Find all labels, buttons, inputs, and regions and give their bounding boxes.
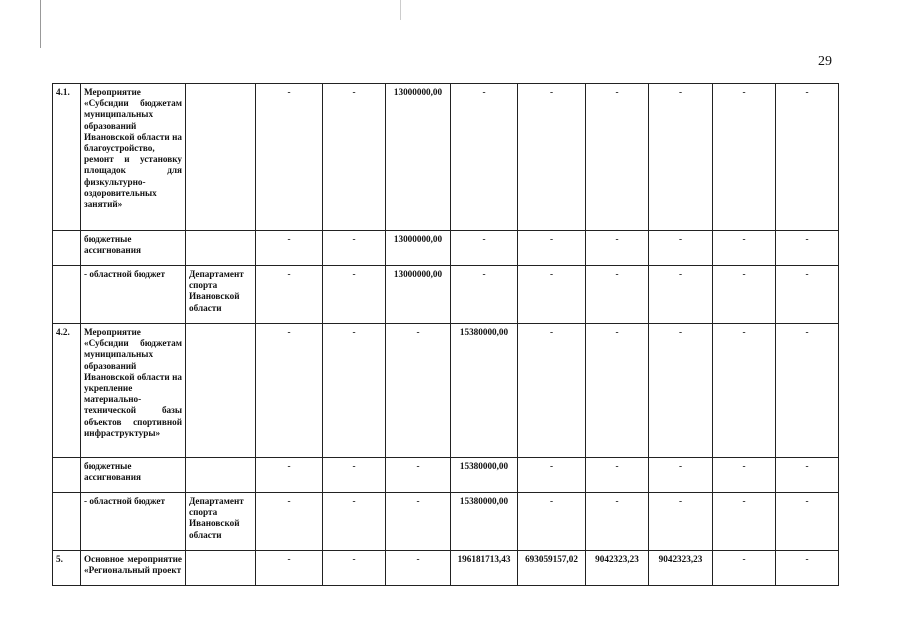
value-cell: - bbox=[322, 550, 386, 586]
value-cell: - bbox=[517, 492, 586, 551]
value-cell: - bbox=[585, 265, 649, 324]
value-cell: 15380000,00 bbox=[450, 323, 518, 458]
scan-mark bbox=[400, 0, 401, 20]
value-cell: - bbox=[648, 323, 713, 458]
value-cell: - bbox=[385, 492, 451, 551]
table-row: - областной бюджет Департамент спорта Ива… bbox=[52, 265, 839, 324]
value-cell: - bbox=[450, 265, 518, 324]
row-name: Мероприятие «Субсидии бюджетам муниципал… bbox=[80, 323, 186, 458]
table-row: 4.1. Мероприятие «Субсидии бюджетам муниц… bbox=[52, 83, 839, 231]
value-cell: 15380000,00 bbox=[450, 457, 518, 493]
value-cell: 9042323,23 bbox=[648, 550, 713, 586]
value-cell: - bbox=[450, 230, 518, 266]
responsible-executor bbox=[185, 457, 256, 493]
value-cell: - bbox=[712, 457, 776, 493]
row-number: 4.1. bbox=[52, 83, 81, 231]
value-cell: - bbox=[385, 550, 451, 586]
value-cell: - bbox=[775, 323, 839, 458]
value-cell: - bbox=[385, 457, 451, 493]
responsible-executor bbox=[185, 550, 256, 586]
responsible-executor: Департамент спорта Ивановской области bbox=[185, 492, 256, 551]
value-cell: - bbox=[648, 457, 713, 493]
value-cell: - bbox=[517, 265, 586, 324]
table-row: 4.2. Мероприятие «Субсидии бюджетам муниц… bbox=[52, 323, 839, 458]
value-cell: - bbox=[585, 457, 649, 493]
responsible-executor bbox=[185, 230, 256, 266]
value-cell: - bbox=[775, 550, 839, 586]
budget-table: 4.1. Мероприятие «Субсидии бюджетам муниц… bbox=[52, 83, 839, 586]
value-cell: - bbox=[712, 265, 776, 324]
value-cell: - bbox=[585, 83, 649, 231]
row-name: - областной бюджет bbox=[80, 492, 186, 551]
row-number bbox=[52, 230, 81, 266]
responsible-executor: Департамент спорта Ивановской области bbox=[185, 265, 256, 324]
value-cell: - bbox=[648, 83, 713, 231]
table-row: 5. Основное мероприятие «Региональный про… bbox=[52, 550, 839, 586]
value-cell: - bbox=[322, 323, 386, 458]
value-cell: - bbox=[648, 230, 713, 266]
value-cell: - bbox=[517, 230, 586, 266]
value-cell: - bbox=[517, 83, 586, 231]
value-cell: 196181713,43 bbox=[450, 550, 518, 586]
value-cell: 13000000,00 bbox=[385, 230, 451, 266]
value-cell: - bbox=[712, 550, 776, 586]
table-row: бюджетные ассигнования - - -15380000,00- - - -… bbox=[52, 457, 839, 493]
row-number bbox=[52, 492, 81, 551]
value-cell: - bbox=[450, 83, 518, 231]
value-cell: - bbox=[255, 323, 323, 458]
value-cell: - bbox=[255, 550, 323, 586]
value-cell: - bbox=[255, 230, 323, 266]
value-cell: - bbox=[585, 230, 649, 266]
value-cell: - bbox=[712, 230, 776, 266]
value-cell: - bbox=[712, 83, 776, 231]
value-cell: - bbox=[517, 323, 586, 458]
value-cell: 13000000,00 bbox=[385, 83, 451, 231]
value-cell: 9042323,23 bbox=[585, 550, 649, 586]
scan-edge bbox=[40, 0, 41, 48]
value-cell: - bbox=[322, 457, 386, 493]
value-cell: - bbox=[775, 230, 839, 266]
value-cell: 693059157,02 bbox=[517, 550, 586, 586]
value-cell: - bbox=[775, 457, 839, 493]
value-cell: - bbox=[255, 457, 323, 493]
row-number: 4.2. bbox=[52, 323, 81, 458]
value-cell: 15380000,00 bbox=[450, 492, 518, 551]
value-cell: - bbox=[255, 83, 323, 231]
value-cell: - bbox=[712, 492, 776, 551]
value-cell: - bbox=[517, 457, 586, 493]
value-cell: - bbox=[322, 230, 386, 266]
responsible-executor bbox=[185, 323, 256, 458]
value-cell: - bbox=[322, 492, 386, 551]
table-row: бюджетные ассигнования - -13000000,00- - - - -… bbox=[52, 230, 839, 266]
row-number bbox=[52, 457, 81, 493]
value-cell: - bbox=[775, 492, 839, 551]
value-cell: - bbox=[775, 265, 839, 324]
row-number: 5. bbox=[52, 550, 81, 586]
value-cell: - bbox=[775, 83, 839, 231]
value-cell: - bbox=[322, 83, 386, 231]
value-cell: 13000000,00 bbox=[385, 265, 451, 324]
value-cell: - bbox=[648, 265, 713, 324]
value-cell: - bbox=[322, 265, 386, 324]
row-name: бюджетные ассигнования bbox=[80, 457, 186, 493]
row-name: бюджетные ассигнования bbox=[80, 230, 186, 266]
value-cell: - bbox=[585, 323, 649, 458]
page-number: 29 bbox=[818, 54, 832, 69]
value-cell: - bbox=[385, 323, 451, 458]
value-cell: - bbox=[712, 323, 776, 458]
value-cell: - bbox=[585, 492, 649, 551]
row-name: Основное мероприятие «Региональный проек… bbox=[80, 550, 186, 586]
value-cell: - bbox=[255, 492, 323, 551]
value-cell: - bbox=[648, 492, 713, 551]
row-name: - областной бюджет bbox=[80, 265, 186, 324]
table-row: - областной бюджет Департамент спорта Ива… bbox=[52, 492, 839, 551]
responsible-executor bbox=[185, 83, 256, 231]
row-name: Мероприятие «Субсидии бюджетам муниципал… bbox=[80, 83, 186, 231]
value-cell: - bbox=[255, 265, 323, 324]
row-number bbox=[52, 265, 81, 324]
